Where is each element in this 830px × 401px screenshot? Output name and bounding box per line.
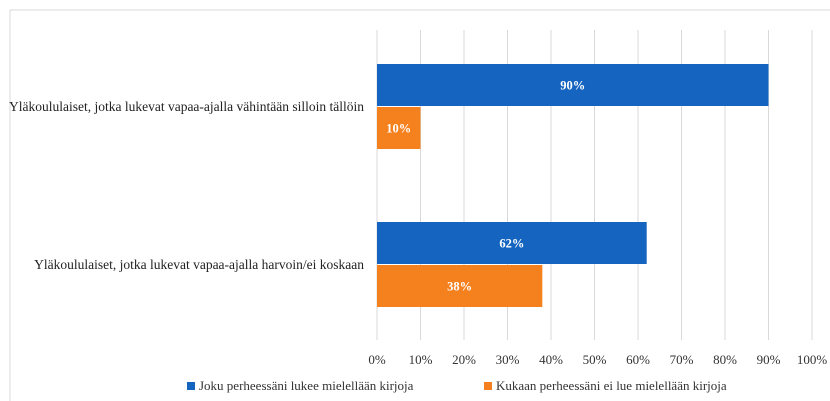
legend-swatch — [187, 382, 195, 390]
x-tick-label: 90% — [757, 352, 781, 367]
bars: 90% 10% 62% 38% — [377, 64, 769, 307]
data-label: 38% — [447, 280, 472, 294]
chart-frame — [9, 9, 830, 401]
legend-label: Joku perheessäni lukee mielellään kirjoj… — [199, 378, 414, 393]
legend: Joku perheessäni lukee mielellään kirjoj… — [187, 378, 727, 393]
category-label: Yläkoululaiset, jotka lukevat vapaa-ajal… — [34, 257, 364, 272]
bar — [377, 107, 421, 149]
legend-label: Kukaan perheessäni ei lue mielellään kir… — [496, 378, 727, 393]
x-tick-label: 10% — [409, 352, 433, 367]
category-label: Yläkoululaiset, jotka lukevat vapaa-ajal… — [9, 99, 364, 114]
x-tick-label: 20% — [452, 352, 476, 367]
x-tick-labels: 0% 10% 20% 30% 40% 50% 60% 70% 80% 90% 100% — [368, 352, 827, 367]
x-tick-label: 60% — [626, 352, 650, 367]
x-tick-label: 50% — [583, 352, 607, 367]
category-labels: Yläkoululaiset, jotka lukevat vapaa-ajal… — [9, 99, 364, 272]
bar — [377, 265, 543, 307]
x-tick-label: 100% — [797, 352, 828, 367]
legend-swatch — [484, 382, 492, 390]
x-tick-label: 80% — [713, 352, 737, 367]
x-tick-label: 0% — [368, 352, 386, 367]
bar — [377, 222, 647, 264]
x-tick-label: 70% — [670, 352, 694, 367]
data-label: 90% — [560, 79, 585, 93]
data-label: 62% — [499, 237, 524, 251]
data-label: 10% — [386, 122, 411, 136]
bar — [377, 64, 769, 106]
x-tick-label: 30% — [496, 352, 520, 367]
x-tick-label: 40% — [539, 352, 563, 367]
